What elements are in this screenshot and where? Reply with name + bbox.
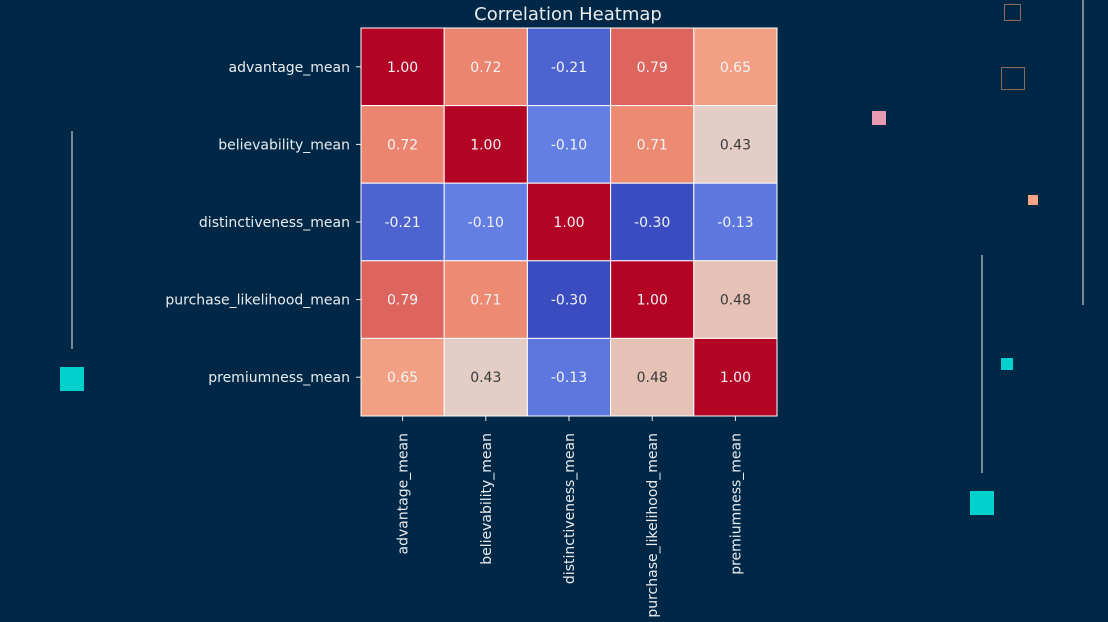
heatmap-cell xyxy=(693,337,778,417)
cell-value-label: 1.00 xyxy=(553,215,584,231)
heatmap-cell xyxy=(610,27,695,107)
cell-value-label: -0.13 xyxy=(717,215,753,231)
deco-square-cyan-left xyxy=(60,367,84,391)
deco-square-pink xyxy=(872,111,886,125)
row-label: believability_mean xyxy=(218,137,350,153)
cell-value-label: 0.79 xyxy=(637,60,668,76)
row-label: advantage_mean xyxy=(229,60,350,76)
deco-square-outline-small xyxy=(1004,4,1021,21)
cell-value-label: -0.30 xyxy=(634,215,670,231)
deco-square-cyan-right xyxy=(970,491,994,515)
cell-value-label: 1.00 xyxy=(470,137,501,153)
cell-value-label: 0.72 xyxy=(387,137,418,153)
row-label: distinctiveness_mean xyxy=(199,215,350,231)
heatmap-cell xyxy=(443,260,528,339)
cell-value-label: 0.72 xyxy=(470,60,501,76)
column-label: distinctiveness_mean xyxy=(562,433,578,584)
decorations xyxy=(60,0,1084,515)
heatmap-grid: 1.00 0.72 -0.21 0.79 0.65 0.72 1.00 -0.10 0.71 0.… xyxy=(165,27,778,618)
heatmap-cell xyxy=(526,260,612,339)
heatmap-cell xyxy=(693,182,778,262)
heatmap-cell xyxy=(360,337,445,417)
heatmap-cell xyxy=(526,182,612,262)
heatmap-cell xyxy=(360,27,445,107)
cell-value-label: -0.21 xyxy=(551,60,587,76)
heatmap-cell xyxy=(610,260,695,339)
heatmap-cell xyxy=(526,105,612,184)
cell-value-label: 0.71 xyxy=(637,137,668,153)
row-label: purchase_likelihood_mean xyxy=(165,293,350,309)
cell-value-label: 0.48 xyxy=(637,370,668,386)
cell-value-label: 0.43 xyxy=(470,370,501,386)
column-label: premiumness_mean xyxy=(728,433,744,575)
heatmap-cell xyxy=(360,105,445,184)
cell-value-label: 1.00 xyxy=(387,60,418,76)
cell-value-label: 0.79 xyxy=(387,293,418,309)
cell-value-label: -0.10 xyxy=(468,215,504,231)
chart-title: Correlation Heatmap xyxy=(474,4,662,25)
column-label: purchase_likelihood_mean xyxy=(645,433,661,618)
heatmap-cell xyxy=(526,27,612,107)
deco-square-orange xyxy=(1028,195,1038,205)
row-label: premiumness_mean xyxy=(208,370,350,386)
cell-value-label: -0.13 xyxy=(551,370,587,386)
deco-square-cyan-small xyxy=(1001,358,1013,370)
heatmap-cell xyxy=(693,260,778,339)
cell-value-label: 0.65 xyxy=(387,370,418,386)
column-label: advantage_mean xyxy=(396,433,412,554)
cell-value-label: -0.30 xyxy=(551,293,587,309)
heatmap-cell xyxy=(610,182,695,262)
heatmap-cell xyxy=(693,105,778,184)
cell-value-label: 0.48 xyxy=(720,293,751,309)
cell-value-label: 1.00 xyxy=(637,293,668,309)
deco-square-outline-large xyxy=(1001,67,1025,90)
cell-value-label: -0.21 xyxy=(384,215,420,231)
cell-value-label: 0.65 xyxy=(720,60,751,76)
cell-value-label: 0.43 xyxy=(720,137,751,153)
heatmap-cell xyxy=(526,337,612,417)
cell-value-label: 0.71 xyxy=(470,293,501,309)
column-label: believability_mean xyxy=(479,433,495,565)
heatmap-cell xyxy=(443,182,528,262)
heatmap-cell xyxy=(443,337,528,417)
cell-value-label: -0.10 xyxy=(551,137,587,153)
cell-value-label: 1.00 xyxy=(720,370,751,386)
heatmap-cell xyxy=(693,27,778,107)
heatmap-cell xyxy=(443,27,528,107)
